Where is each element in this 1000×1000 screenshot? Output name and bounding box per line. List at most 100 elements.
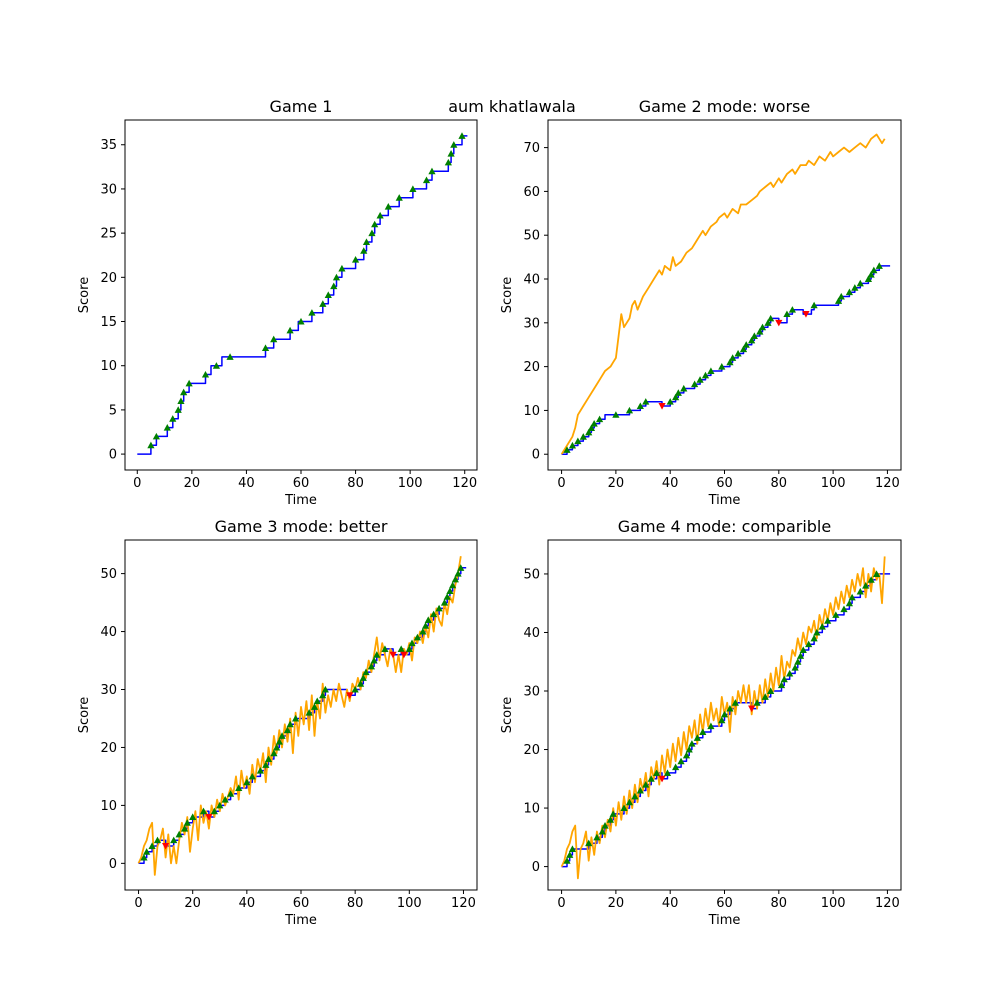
- up-marker: [791, 663, 799, 671]
- up-marker: [421, 622, 430, 629]
- y-tick-label: 50: [523, 567, 540, 582]
- up-marker: [870, 266, 878, 274]
- y-tick-label: 70: [523, 141, 540, 156]
- y-tick-label: 20: [523, 360, 540, 375]
- up-marker: [180, 388, 188, 396]
- up-marker: [291, 714, 300, 722]
- x-tick-label: 20: [608, 476, 625, 491]
- up-marker: [845, 599, 854, 607]
- up-marker: [297, 317, 305, 325]
- x-axis-label: Time: [284, 493, 317, 508]
- up-marker: [275, 738, 283, 745]
- down-marker: [400, 651, 408, 659]
- up-marker: [310, 703, 319, 710]
- up-marker: [761, 693, 769, 700]
- x-tick-label: 40: [662, 476, 679, 491]
- up-marker: [446, 587, 454, 594]
- x-tick-label: 0: [557, 896, 565, 911]
- up-marker: [368, 229, 376, 237]
- up-marker: [283, 726, 292, 734]
- chart-title: Game 1: [270, 97, 333, 116]
- up-marker: [321, 685, 329, 693]
- up-marker: [189, 813, 197, 820]
- up-marker: [788, 306, 796, 313]
- x-tick-label: 80: [347, 896, 364, 911]
- up-marker: [642, 398, 650, 405]
- up-marker: [696, 376, 704, 383]
- up-marker: [397, 645, 405, 652]
- up-marker: [786, 669, 794, 677]
- up-marker: [351, 685, 359, 693]
- up-marker: [568, 441, 577, 449]
- up-marker: [376, 211, 384, 219]
- up-marker: [405, 645, 413, 652]
- up-marker: [796, 652, 805, 659]
- y-tick-label: 10: [523, 404, 540, 419]
- y-tick-label: 40: [523, 626, 540, 641]
- up-marker: [332, 273, 341, 281]
- down-marker: [802, 311, 810, 318]
- up-marker: [642, 781, 650, 788]
- up-marker: [875, 262, 883, 269]
- up-marker: [286, 326, 294, 334]
- up-marker: [148, 842, 156, 849]
- up-marker: [585, 839, 593, 847]
- down-marker: [389, 651, 397, 659]
- up-marker: [338, 264, 346, 272]
- x-tick-label: 120: [875, 476, 900, 491]
- down-marker: [658, 775, 666, 783]
- up-marker: [579, 433, 587, 440]
- down-marker: [205, 813, 213, 821]
- y-tick-label: 10: [100, 359, 117, 374]
- y-tick-label: 0: [109, 857, 117, 872]
- x-tick-label: 100: [821, 476, 846, 491]
- x-tick-label: 0: [134, 896, 142, 911]
- up-marker: [872, 570, 881, 577]
- up-marker: [598, 827, 606, 835]
- up-marker: [264, 755, 273, 763]
- up-marker: [313, 697, 321, 705]
- up-marker: [851, 284, 859, 291]
- up-marker: [319, 300, 327, 307]
- up-marker: [262, 761, 270, 768]
- up-marker: [742, 341, 750, 348]
- up-marker: [693, 734, 701, 741]
- up-marker: [422, 176, 431, 184]
- up-marker: [595, 415, 604, 423]
- up-marker: [818, 623, 826, 630]
- up-marker: [428, 167, 436, 175]
- up-marker: [286, 720, 294, 728]
- up-marker: [720, 710, 729, 718]
- up-marker: [212, 362, 221, 369]
- plot-area: [560, 556, 891, 880]
- x-tick-label: 0: [133, 476, 141, 491]
- response-line: [560, 133, 886, 455]
- up-marker: [319, 691, 327, 699]
- y-axis-label: Score: [77, 697, 92, 733]
- x-axis-label: Time: [708, 493, 741, 508]
- up-marker: [758, 323, 767, 331]
- up-marker: [674, 389, 682, 396]
- up-marker: [718, 716, 726, 724]
- up-marker: [409, 185, 417, 192]
- up-marker: [840, 605, 848, 613]
- up-marker: [563, 857, 571, 864]
- figure-suptitle: aum khatlawala: [448, 97, 576, 116]
- down-marker: [775, 319, 783, 327]
- up-marker: [444, 158, 452, 166]
- up-marker: [799, 646, 807, 654]
- up-marker: [430, 610, 438, 618]
- up-marker: [707, 722, 715, 730]
- up-marker: [185, 379, 193, 387]
- up-marker: [750, 332, 758, 339]
- down-marker: [346, 692, 354, 699]
- chart-title: Game 2 mode: worse: [639, 97, 810, 116]
- up-marker: [199, 807, 208, 815]
- up-marker: [585, 428, 593, 436]
- subplot-game-3: 0 20 40 60 80 100 120 0 10 20 30 40 50 Game 3 mode: b…: [77, 517, 478, 928]
- x-axis-label: Time: [284, 913, 317, 928]
- plot-area: [137, 132, 468, 455]
- up-marker: [419, 627, 427, 635]
- up-marker: [362, 238, 371, 245]
- y-tick-label: 50: [100, 567, 117, 582]
